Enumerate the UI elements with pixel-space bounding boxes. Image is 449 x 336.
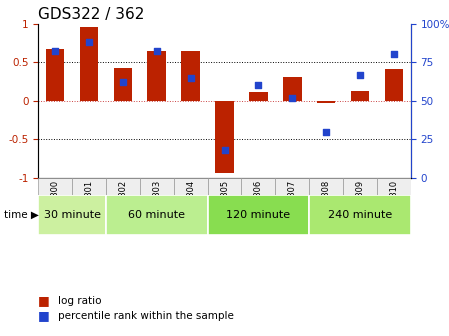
Bar xyxy=(343,178,377,195)
Text: GSM5808: GSM5808 xyxy=(321,180,330,220)
Bar xyxy=(46,49,64,101)
Bar xyxy=(207,178,242,195)
Point xyxy=(289,95,296,100)
Bar xyxy=(317,101,335,103)
Text: 30 minute: 30 minute xyxy=(44,210,101,220)
Bar xyxy=(106,178,140,195)
Bar xyxy=(79,28,98,101)
Bar xyxy=(181,51,200,101)
Bar xyxy=(309,195,411,235)
Text: 240 minute: 240 minute xyxy=(328,210,392,220)
Text: GSM5800: GSM5800 xyxy=(51,180,60,220)
Bar xyxy=(309,178,343,195)
Point xyxy=(119,80,127,85)
Text: GSM5803: GSM5803 xyxy=(152,180,161,220)
Point xyxy=(255,83,262,88)
Text: GSM5805: GSM5805 xyxy=(220,180,229,220)
Point xyxy=(221,148,228,153)
Bar xyxy=(275,178,309,195)
Bar xyxy=(215,101,234,173)
Bar xyxy=(249,91,268,101)
Bar xyxy=(351,91,370,101)
Text: log ratio: log ratio xyxy=(58,296,102,306)
Text: GSM5809: GSM5809 xyxy=(356,180,365,220)
Text: GSM5807: GSM5807 xyxy=(288,180,297,220)
Text: ■: ■ xyxy=(38,309,50,322)
Text: GSM5801: GSM5801 xyxy=(84,180,93,220)
Point xyxy=(390,52,397,57)
Text: GSM5810: GSM5810 xyxy=(389,180,398,220)
Bar xyxy=(283,77,302,101)
Bar xyxy=(38,195,106,235)
Bar xyxy=(377,178,411,195)
Point xyxy=(187,75,194,80)
Point xyxy=(52,49,59,54)
Text: ■: ■ xyxy=(38,294,50,307)
Text: percentile rank within the sample: percentile rank within the sample xyxy=(58,311,234,321)
Bar xyxy=(174,178,207,195)
Point xyxy=(85,39,92,45)
Bar xyxy=(140,178,174,195)
Text: GSM5806: GSM5806 xyxy=(254,180,263,220)
Bar xyxy=(147,51,166,101)
Point xyxy=(322,129,330,134)
Bar xyxy=(207,195,309,235)
Text: 120 minute: 120 minute xyxy=(226,210,291,220)
Text: 60 minute: 60 minute xyxy=(128,210,185,220)
Point xyxy=(357,72,364,77)
Bar xyxy=(242,178,275,195)
Text: time ▶: time ▶ xyxy=(4,210,40,220)
Bar xyxy=(38,178,72,195)
Bar xyxy=(385,69,403,101)
Text: GSM5802: GSM5802 xyxy=(119,180,128,220)
Text: GSM5804: GSM5804 xyxy=(186,180,195,220)
Text: GDS322 / 362: GDS322 / 362 xyxy=(38,7,145,23)
Point xyxy=(153,49,160,54)
Bar xyxy=(114,68,132,101)
Bar xyxy=(106,195,207,235)
Bar xyxy=(72,178,106,195)
